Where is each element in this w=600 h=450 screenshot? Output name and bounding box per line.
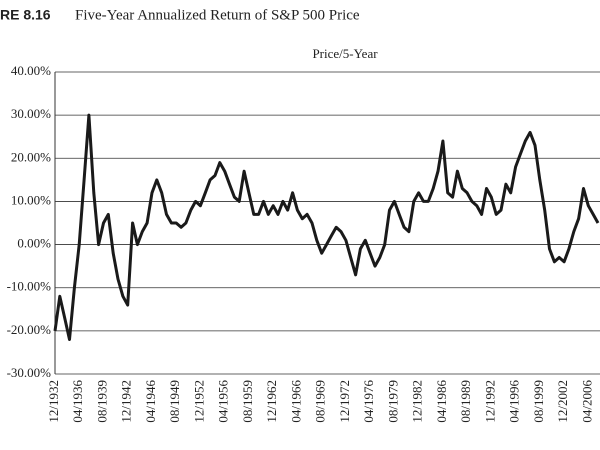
x-tick-label: 04/1946: [143, 380, 158, 423]
x-tick-label: 08/1959: [240, 380, 255, 423]
y-tick-label: 0.00%: [17, 236, 51, 251]
x-tick-label: 12/1982: [410, 380, 425, 423]
x-tick-label: 12/1952: [191, 380, 206, 423]
y-tick-label: -30.00%: [7, 365, 52, 380]
x-tick-label: 08/1969: [313, 380, 328, 423]
x-tick-label: 08/1999: [531, 380, 546, 423]
x-tick-label: 04/1966: [288, 380, 303, 423]
x-tick-label: 04/1936: [70, 380, 85, 423]
x-tick-label: 12/1972: [337, 380, 352, 423]
x-tick-label: 04/1956: [216, 380, 231, 423]
x-tick-label: 12/1942: [119, 380, 134, 423]
x-tick-label: 04/2006: [579, 380, 594, 423]
x-tick-label: 12/1932: [46, 380, 61, 423]
x-tick-label: 08/1939: [94, 380, 109, 423]
x-tick-label: 12/1992: [482, 380, 497, 423]
y-tick-label: 20.00%: [11, 149, 51, 164]
series-line: [53, 113, 600, 341]
series-label: Price/5-Year: [312, 46, 378, 61]
x-tick-label: 08/1949: [167, 380, 182, 423]
y-tick-label: 40.00%: [11, 63, 51, 78]
x-tick-label: 08/1989: [458, 380, 473, 423]
x-tick-label: 12/1962: [264, 380, 279, 423]
y-tick-label: -20.00%: [7, 322, 52, 337]
y-tick-label: 10.00%: [11, 192, 51, 207]
x-tick-label: 12/2002: [555, 380, 570, 423]
x-tick-label: 04/1976: [361, 380, 376, 423]
x-tick-label: 08/1979: [385, 380, 400, 423]
figure-label: RE 8.16: [0, 7, 51, 23]
x-tick-label: 04/1986: [434, 380, 449, 423]
y-tick-label: -10.00%: [7, 279, 52, 294]
chart-title: Five-Year Annualized Return of S&P 500 P…: [75, 7, 360, 23]
x-tick-label: 04/1996: [507, 380, 522, 423]
y-tick-label: 30.00%: [11, 106, 51, 121]
